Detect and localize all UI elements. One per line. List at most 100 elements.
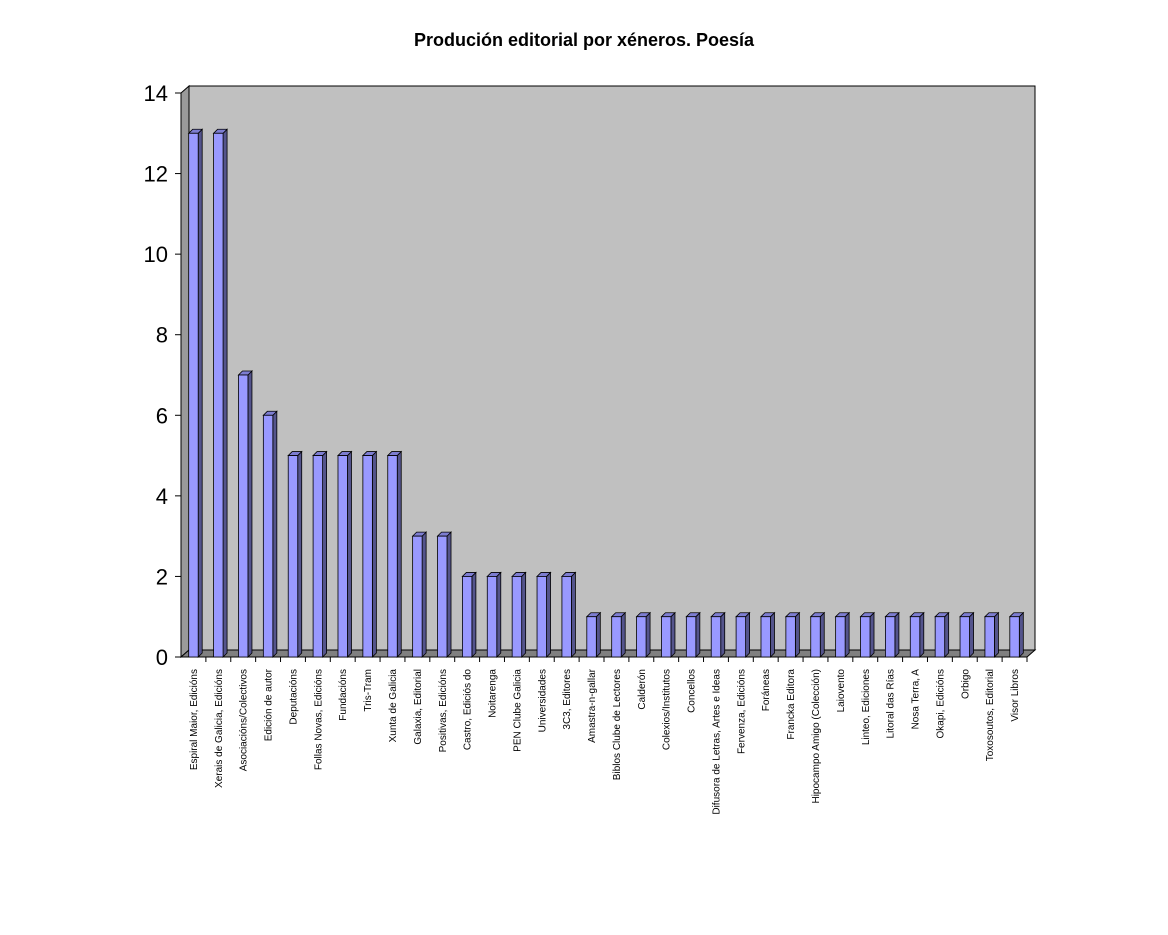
x-tick-label: Laiovento <box>836 669 847 713</box>
x-tick-label: Castro, Ediciós do <box>463 669 474 751</box>
x-tick-label: Deputacións <box>288 669 299 725</box>
bar <box>238 374 249 658</box>
bar-side <box>969 611 974 658</box>
x-tick-label: Toxosoutos, Editorial <box>985 669 996 761</box>
bar-side <box>222 128 228 658</box>
y-tick-label: 2 <box>156 564 168 589</box>
x-tick-label: Fervenza, Edicións <box>736 669 747 754</box>
bar-side <box>571 571 576 658</box>
bar-side <box>247 370 253 658</box>
y-tick-label: 4 <box>156 484 168 509</box>
bar <box>1009 616 1020 658</box>
x-tick-label: Xunta de Galicia <box>388 669 399 743</box>
x-tick-label: Universidades <box>537 669 548 732</box>
bar-side <box>272 410 278 658</box>
plot-floor <box>179 649 1037 658</box>
bar-side <box>944 611 950 658</box>
bar-side <box>869 611 875 658</box>
bar <box>561 576 572 658</box>
bar <box>312 455 324 658</box>
bar <box>213 132 224 658</box>
x-tick-label: Francka Editora <box>786 669 797 740</box>
bar <box>810 616 821 658</box>
bar-side <box>297 450 303 658</box>
chart-title: Produción editorial por xéneros. Poesía <box>413 30 755 50</box>
bar <box>337 455 348 658</box>
x-tick-label: Edición de autor <box>264 668 275 741</box>
bar <box>586 616 597 658</box>
bar-side <box>745 611 751 658</box>
bar-side <box>496 571 502 658</box>
bar-side <box>546 571 551 658</box>
bar-side <box>521 571 527 658</box>
x-tick-label: Orbigo <box>960 669 971 699</box>
bar-side <box>595 611 601 658</box>
bar-side <box>844 611 850 658</box>
x-tick-label: Positivas, Edicións <box>438 669 449 752</box>
bar <box>661 616 672 658</box>
bar <box>461 576 473 658</box>
bar-side <box>396 450 402 658</box>
bar-side <box>819 611 825 658</box>
x-tick-label: Asociacións/Colectivos <box>239 669 250 771</box>
x-tick-label: Follas Novas, Edicións <box>313 669 324 770</box>
bar <box>959 616 970 658</box>
bar <box>685 616 697 658</box>
x-tick-label: Linteo, Ediciones <box>861 669 872 745</box>
x-tick-label: PEN Clube Galicia <box>512 669 523 752</box>
y-tick-label: 0 <box>156 645 168 670</box>
x-tick-label: Noitarenga <box>488 669 499 718</box>
bar <box>785 616 796 658</box>
x-tick-label: Foráneas <box>761 669 772 711</box>
bar <box>611 616 622 658</box>
bar <box>387 455 398 658</box>
bar <box>735 616 747 658</box>
bar <box>412 535 423 658</box>
bar <box>287 455 299 658</box>
bar <box>934 616 946 658</box>
x-tick-label: Galaxia, Editorial <box>413 669 424 745</box>
x-tick-label: Fundacións <box>338 669 349 721</box>
bar <box>536 576 547 658</box>
x-tick-label: Calderón <box>637 669 648 710</box>
x-tick-label: Okapi, Edicións <box>935 669 946 738</box>
y-tick-label: 8 <box>156 323 168 348</box>
x-tick-label: Visor Libros <box>1010 669 1021 722</box>
x-tick-label: Xerais de Galicia, Edicións <box>214 669 225 788</box>
x-tick-label: Concellos <box>687 669 698 713</box>
bar <box>636 616 647 658</box>
bar <box>760 616 771 658</box>
bar-side <box>197 128 203 658</box>
y-tick-label: 12 <box>144 162 168 187</box>
bar-side <box>446 531 452 658</box>
bar <box>437 535 448 658</box>
bar-side <box>322 450 328 658</box>
bar <box>486 576 498 658</box>
x-tick-label: Colexios/Institutos <box>662 669 673 750</box>
bar-side <box>720 611 726 658</box>
bar-side <box>894 611 900 658</box>
bar-side <box>770 611 775 658</box>
bar-side <box>347 450 352 658</box>
x-tick-label: Litoral das Rías <box>886 669 897 738</box>
bar <box>835 616 846 658</box>
x-tick-label: 3C3, Editores <box>562 669 573 730</box>
x-tick-label: Biblos Clube de Lectores <box>612 669 623 780</box>
bar-side <box>994 611 999 658</box>
y-tick-label: 14 <box>144 81 168 106</box>
x-tick-label: Espiral Maior, Edicións <box>189 669 200 770</box>
bar-side <box>1018 611 1024 658</box>
plot-side-wall <box>180 84 190 659</box>
x-tick-label: Difusora de Letras, Artes e Ideas <box>711 669 722 815</box>
bar <box>710 616 722 658</box>
bar <box>909 616 921 658</box>
x-tick-label: Amastra-n-gallar <box>587 668 598 743</box>
bar-side <box>471 571 477 658</box>
y-tick-label: 6 <box>156 403 168 428</box>
bar-side <box>794 611 800 658</box>
x-tick-label: Tris-Tram <box>363 669 374 712</box>
bar <box>860 616 871 658</box>
bar-side <box>919 611 925 658</box>
